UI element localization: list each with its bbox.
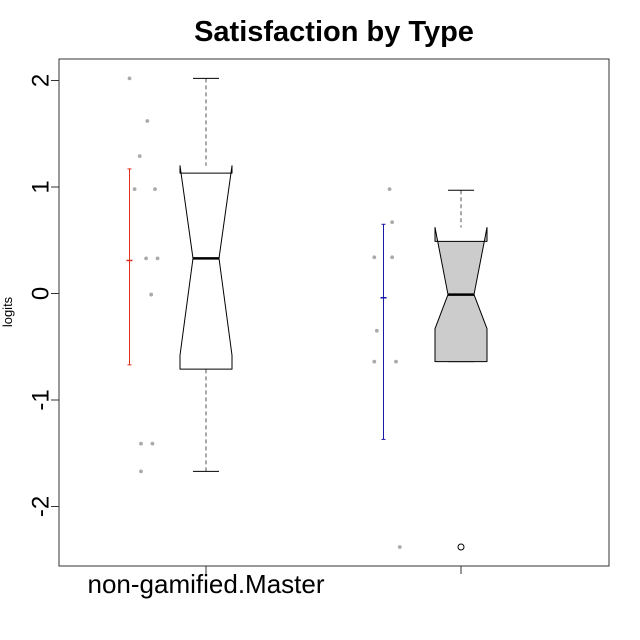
data-point — [149, 292, 154, 297]
data-point — [372, 255, 377, 260]
data-point — [139, 469, 143, 474]
y-axis: -2 -1 0 1 2 — [27, 74, 59, 517]
data-point — [155, 256, 160, 261]
data-point — [145, 119, 150, 123]
data-point — [397, 545, 402, 549]
y-tick-label: 2 — [27, 74, 54, 87]
box-group — [372, 187, 488, 551]
y-tick-label: -1 — [27, 389, 54, 410]
notched-box — [179, 165, 233, 370]
data-point — [372, 359, 377, 364]
data-point — [139, 441, 143, 446]
x-tick-label: non-gamified.Master — [88, 569, 325, 599]
data-point — [153, 187, 157, 192]
y-tick-label: 1 — [27, 180, 54, 193]
data-point — [132, 187, 137, 192]
plot-frame — [58, 58, 610, 567]
data-point — [127, 76, 132, 81]
data-point — [390, 255, 395, 260]
box-group — [126, 76, 233, 474]
chart-title: Satisfaction by Type — [194, 16, 474, 48]
data-point — [150, 441, 155, 446]
outlier-point — [457, 543, 465, 551]
y-tick-label: 0 — [27, 287, 54, 300]
y-tick-label: -2 — [27, 496, 54, 517]
box-groups — [126, 76, 488, 551]
data-point — [144, 256, 148, 261]
data-point — [390, 220, 395, 225]
data-point — [394, 359, 398, 364]
data-point — [137, 154, 142, 159]
data-point — [374, 328, 379, 333]
x-axis: non-gamified.Master — [88, 566, 462, 599]
y-axis-label: logits — [0, 296, 15, 327]
data-point — [387, 187, 392, 192]
